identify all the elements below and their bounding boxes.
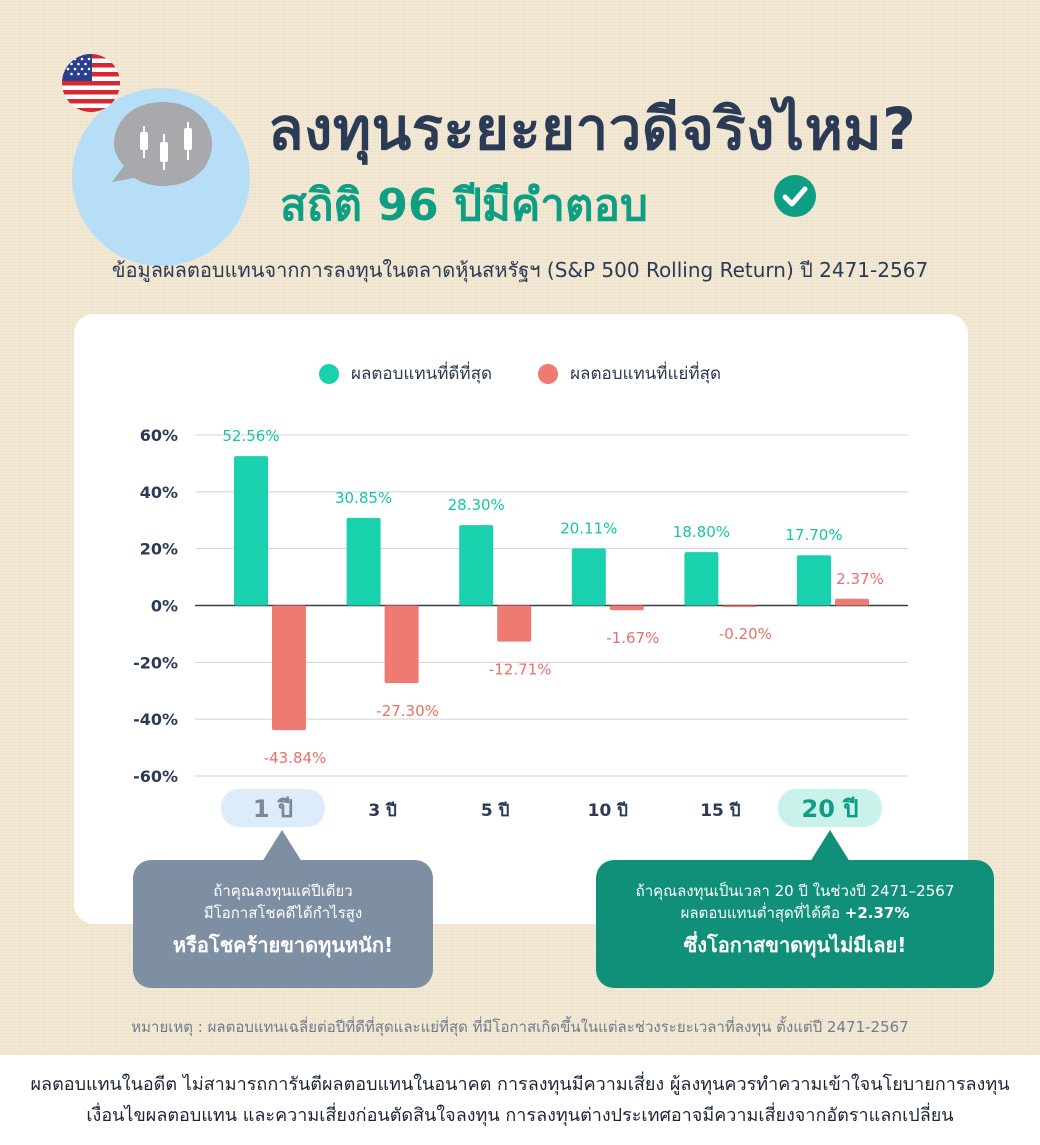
category-highlight-20y: 20 ปี	[778, 789, 882, 827]
callout-right-pointer	[810, 830, 850, 862]
bar-worst	[384, 605, 419, 684]
callout-right-line1: ถ้าคุณลงทุนเป็นเวลา 20 ปี ในช่วงปี 2471–…	[635, 882, 955, 900]
bar-worst	[272, 605, 306, 731]
x-category-label: 5 ปี	[481, 800, 510, 821]
callout-left-pointer	[262, 830, 302, 862]
data-label-best: 18.80%	[673, 523, 730, 541]
bar-best	[571, 548, 606, 606]
y-tick-label: 0%	[151, 597, 178, 616]
data-label-worst: -0.20%	[719, 625, 772, 643]
data-label-worst: -27.30%	[376, 702, 439, 720]
legend-label-best: ผลตอบแทนที่ดีที่สุด	[350, 364, 493, 384]
bar-best	[346, 517, 381, 606]
footnote: หมายเหตุ : ผลตอบแทนเฉลี่ยต่อปีที่ดีที่สุ…	[131, 1018, 909, 1036]
bar-worst	[609, 605, 644, 611]
disclaimer: ผลตอบแทนในอดีต ไม่สามารถการันตีผลตอบแทนใ…	[0, 1055, 1040, 1145]
bar-worst	[497, 605, 532, 642]
page-title: ลงทุนระยะยาวดีจริงไหม?	[268, 95, 917, 163]
y-tick-label: 60%	[140, 426, 178, 445]
chart-legend: ผลตอบแทนที่ดีที่สุด ผลตอบแทนที่แย่ที่สุด	[0, 360, 1040, 387]
callout-right-value: +2.37%	[844, 904, 910, 922]
legend-dot-best	[318, 363, 339, 384]
callout-left: ถ้าคุณลงทุนแค่ปีเดียว มีโอกาสโชคดีได้กำไ…	[133, 860, 433, 988]
legend-item-best: ผลตอบแทนที่ดีที่สุด	[318, 360, 493, 387]
callout-right-line2-prefix: ผลตอบแทนต่ำสุดที่ได้คือ	[680, 904, 845, 922]
bar-best	[684, 552, 719, 606]
data-label-worst: 2.37%	[836, 570, 884, 588]
data-label-best: 30.85%	[335, 489, 392, 507]
data-label-worst: -12.71%	[489, 661, 552, 679]
disclaimer-line2: เงื่อนไขผลตอบแทน และความเสี่ยงก่อนตัดสิน…	[86, 1105, 954, 1126]
data-label-worst: -43.84%	[264, 749, 327, 767]
data-label-best: 17.70%	[785, 526, 842, 544]
data-label-best: 28.30%	[448, 496, 505, 514]
bar-best	[234, 456, 268, 606]
us-flag-icon	[62, 54, 120, 112]
x-category-label: 3 ปี	[368, 800, 397, 821]
y-tick-label: 20%	[140, 540, 178, 559]
callout-right: ถ้าคุณลงทุนเป็นเวลา 20 ปี ในช่วงปี 2471–…	[596, 860, 994, 988]
bar-best	[459, 525, 494, 606]
disclaimer-line1: ผลตอบแทนในอดีต ไม่สามารถการันตีผลตอบแทนใ…	[30, 1074, 1010, 1095]
source-caption: ข้อมูลผลตอบแทนจากการลงทุนในตลาดหุ้นสหรัฐ…	[111, 258, 929, 282]
x-category-label: 10 ปี	[588, 800, 629, 821]
callout-left-emphasis: หรือโชคร้ายขาดทุนหนัก!	[172, 933, 394, 957]
bar-best	[797, 555, 831, 606]
y-tick-label: -60%	[133, 767, 178, 786]
legend-label-worst: ผลตอบแทนที่แย่ที่สุด	[570, 364, 722, 384]
x-category-label: 15 ปี	[700, 800, 741, 821]
legend-item-worst: ผลตอบแทนที่แย่ที่สุด	[538, 360, 721, 387]
callout-left-line2: มีโอกาสโชคดีได้กำไรสูง	[203, 904, 363, 922]
category-highlight-1y: 1 ปี	[221, 789, 325, 827]
candlestick-chat-icon	[112, 102, 212, 186]
y-tick-label: -20%	[133, 653, 178, 672]
check-circle-icon	[774, 175, 816, 217]
data-label-best: 20.11%	[560, 519, 617, 537]
callout-right-line2: ผลตอบแทนต่ำสุดที่ได้คือ +2.37%	[596, 902, 994, 924]
y-tick-label: 40%	[140, 483, 178, 502]
y-tick-label: -40%	[133, 710, 178, 729]
callout-right-emphasis: ซึ่งโอกาสขาดทุนไม่มีเลย!	[683, 933, 907, 957]
callout-left-line1: ถ้าคุณลงทุนแค่ปีเดียว	[213, 882, 353, 900]
data-label-worst: -1.67%	[606, 629, 659, 647]
bar-worst	[835, 598, 869, 606]
data-label-best: 52.56%	[222, 427, 279, 445]
legend-dot-worst	[538, 363, 559, 384]
page-subtitle: สถิติ 96 ปีมีคำตอบ	[280, 180, 648, 231]
bar-worst	[722, 605, 757, 607]
